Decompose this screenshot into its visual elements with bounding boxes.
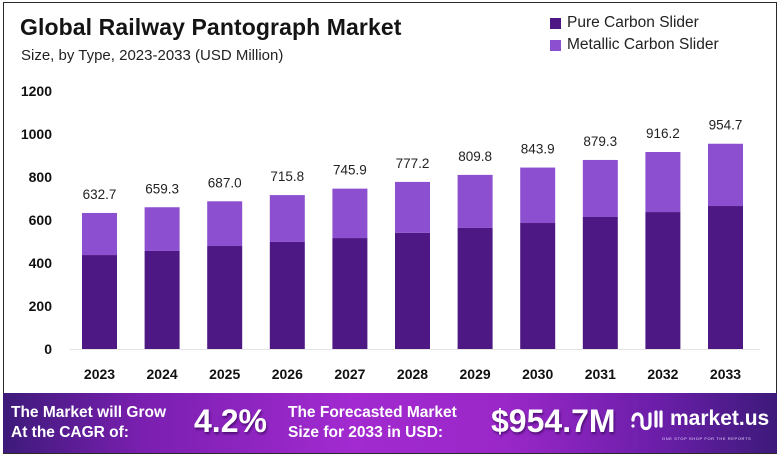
bar-pure-carbon-2032 (645, 212, 681, 349)
x-tick-label: 2032 (647, 366, 678, 382)
total-label: 916.2 (646, 126, 680, 141)
brand-name: market.us (670, 407, 770, 430)
y-tick-label: 800 (29, 169, 53, 185)
total-label: 843.9 (521, 142, 555, 157)
bar-metallic-carbon-2023 (82, 212, 117, 256)
legend-label: Metallic Carbon Slider (567, 36, 719, 53)
summary-banner: The Market will Grow At the CAGR of: 4.2… (3, 393, 777, 453)
bar-pure-carbon-2025 (207, 246, 243, 349)
x-axis: 2023 2024 2025 2026 2027 2028 2029 2030 2031 2032… (84, 366, 741, 382)
total-label: 879.3 (583, 134, 617, 149)
bar-pure-carbon-2033 (708, 206, 743, 349)
total-label: 745.9 (333, 163, 367, 178)
chart-title: Global Railway Pantograph Market (20, 14, 402, 40)
y-axis: 0 200 400 600 800 1000 1200 (21, 83, 52, 357)
x-tick-label: 2029 (460, 366, 491, 382)
legend: Pure Carbon Slider Metallic Carbon Slide… (550, 12, 719, 56)
x-tick-label: 2033 (710, 366, 741, 382)
market-us-logo-icon (631, 410, 663, 431)
total-label: 687.0 (208, 175, 242, 190)
x-tick-label: 2031 (585, 366, 616, 382)
bar-metallic-carbon-2032 (645, 152, 681, 213)
bar-metallic-carbon-2028 (395, 181, 430, 233)
x-tick-label: 2024 (147, 366, 178, 382)
x-tick-label: 2025 (209, 366, 240, 382)
x-tick-label: 2026 (272, 366, 303, 382)
bar-metallic-carbon-2029 (457, 174, 493, 228)
legend-swatch-pure-carbon (550, 17, 561, 29)
bar-chart: 0 200 400 600 800 1000 1200 632.7 659.3 687.0 715… (21, 83, 760, 382)
bars (82, 143, 743, 349)
total-label: 777.2 (396, 156, 430, 171)
bar-metallic-carbon-2033 (708, 143, 743, 207)
data-labels: 632.7 659.3 687.0 715.8 745.9 777.2 809.8 843.9… (83, 118, 743, 202)
cagr-caption-line1: The Market will Grow (11, 404, 167, 421)
x-tick-label: 2030 (522, 366, 553, 382)
bar-pure-carbon-2029 (457, 227, 493, 349)
forecast-caption-line2: Size for 2033 in USD: (288, 424, 444, 441)
forecast-caption: The Forecasted Market Size for 2033 in U… (288, 403, 457, 443)
x-tick-label: 2028 (397, 366, 428, 382)
cagr-caption-line2: At the CAGR of: (11, 424, 129, 441)
bar-pure-carbon-2023 (82, 255, 117, 349)
bar-pure-carbon-2031 (582, 216, 618, 349)
y-tick-label: 1000 (21, 126, 52, 142)
bar-metallic-carbon-2031 (582, 159, 618, 217)
legend-item-metallic-carbon: Metallic Carbon Slider (550, 34, 719, 56)
brand-tagline: ONE STOP SHOP FOR THE REPORTS (662, 436, 752, 441)
y-tick-label: 400 (29, 255, 53, 271)
total-label: 809.8 (458, 149, 492, 164)
bar-pure-carbon-2027 (332, 238, 368, 349)
bar-pure-carbon-2028 (395, 232, 430, 349)
bar-metallic-carbon-2025 (207, 201, 243, 247)
total-label: 954.7 (709, 118, 743, 133)
chart-subtitle: Size, by Type, 2023-2033 (USD Million) (21, 47, 284, 64)
y-tick-label: 0 (44, 341, 52, 357)
bar-pure-carbon-2030 (520, 223, 556, 349)
cagr-caption: The Market will Grow At the CAGR of: (11, 403, 166, 443)
y-tick-label: 200 (29, 298, 53, 314)
bar-metallic-carbon-2027 (332, 188, 368, 239)
y-tick-label: 600 (29, 212, 53, 228)
bar-pure-carbon-2026 (269, 241, 305, 349)
bar-metallic-carbon-2024 (144, 207, 180, 251)
y-tick-label: 1200 (21, 83, 52, 99)
total-label: 632.7 (83, 187, 117, 202)
x-tick-label: 2023 (84, 366, 115, 382)
legend-label: Pure Carbon Slider (567, 14, 699, 31)
bar-metallic-carbon-2026 (269, 195, 305, 242)
bar-metallic-carbon-2030 (520, 167, 556, 224)
forecast-value: $954.7M (491, 403, 616, 439)
legend-item-pure-carbon: Pure Carbon Slider (550, 12, 719, 34)
total-label: 715.8 (270, 169, 304, 184)
legend-swatch-metallic-carbon (550, 39, 561, 51)
total-label: 659.3 (145, 181, 179, 196)
bar-pure-carbon-2024 (144, 250, 180, 349)
brand-logo: market.us ONE STOP SHOP FOR THE REPORTS (630, 406, 770, 441)
cagr-value: 4.2% (194, 403, 267, 439)
forecast-caption-line1: The Forecasted Market (288, 404, 457, 421)
x-tick-label: 2027 (334, 366, 365, 382)
